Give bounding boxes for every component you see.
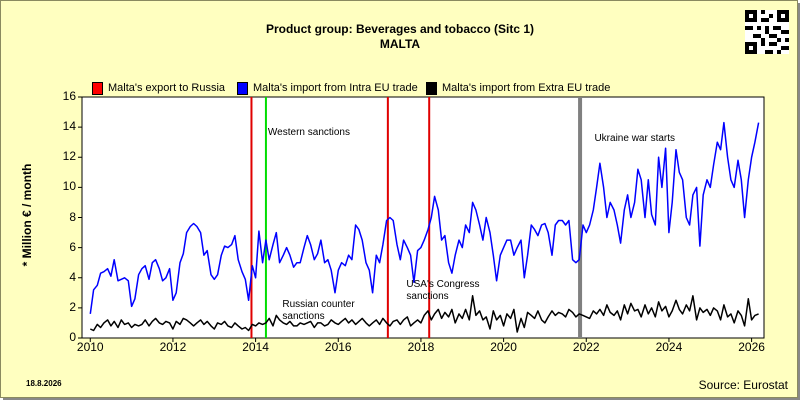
annotation-5: Ukraine war starts [594,133,676,144]
y-tick-label: 14 [62,119,76,134]
y-tick-label: 4 [69,269,76,284]
legend-label-import-extra: Malta's import from Extra EU trade [442,82,611,94]
x-tick-label: 2026 [738,340,765,354]
legend-item-import-intra: Malta's import from Intra EU trade [237,81,418,95]
x-tick-label: 2018 [407,340,435,354]
y-tick-label: 8 [69,209,76,224]
footer-date: 18.8.2026 [26,379,62,388]
qr-code-icon[interactable] [745,10,789,54]
y-tick-label: 10 [62,179,76,194]
chart-subtitle: MALTA [379,37,421,51]
y-tick-label: 2 [69,299,76,314]
footer-source: Source: Eurostat [698,378,788,392]
x-tick-label: 2022 [572,340,600,354]
y-tick-label: 0 [69,330,76,344]
annotation-3: USA's Congress [406,279,480,290]
y-tick-label: 6 [69,239,76,254]
series-line-1 [89,121,760,315]
x-tick-label: 2012 [159,340,187,354]
series-line-2 [89,295,759,333]
x-tick-label: 2010 [76,340,104,354]
x-tick-label: 2016 [324,340,352,354]
plot-background [81,96,765,339]
annotation-4: sanctions [406,291,449,302]
legend-swatch-red [92,81,103,95]
legend-label-export-russia: Malta's export to Russia [108,82,226,94]
legend-item-import-extra: Malta's import from Extra EU trade [426,81,610,95]
y-tick-label: 16 [62,89,76,103]
x-tick-label: 2020 [490,340,517,354]
annotation-0: Western sanctions [267,127,350,138]
chart-title: Product group: Beverages and tobacco (Si… [265,22,535,36]
x-tick-label: 2024 [655,340,683,354]
legend-item-export-russia: Malta's export to Russia [92,81,225,95]
x-tick-label: 2014 [242,340,269,354]
annotation-1: Russian counter [282,299,355,310]
annotation-2: sanctions [282,311,325,322]
legend-label-import-intra: Malta's import from Intra EU trade [253,82,418,94]
y-tick-label: 12 [62,149,76,164]
legend-swatch-blue [237,81,248,95]
legend-swatch-black [426,81,437,95]
